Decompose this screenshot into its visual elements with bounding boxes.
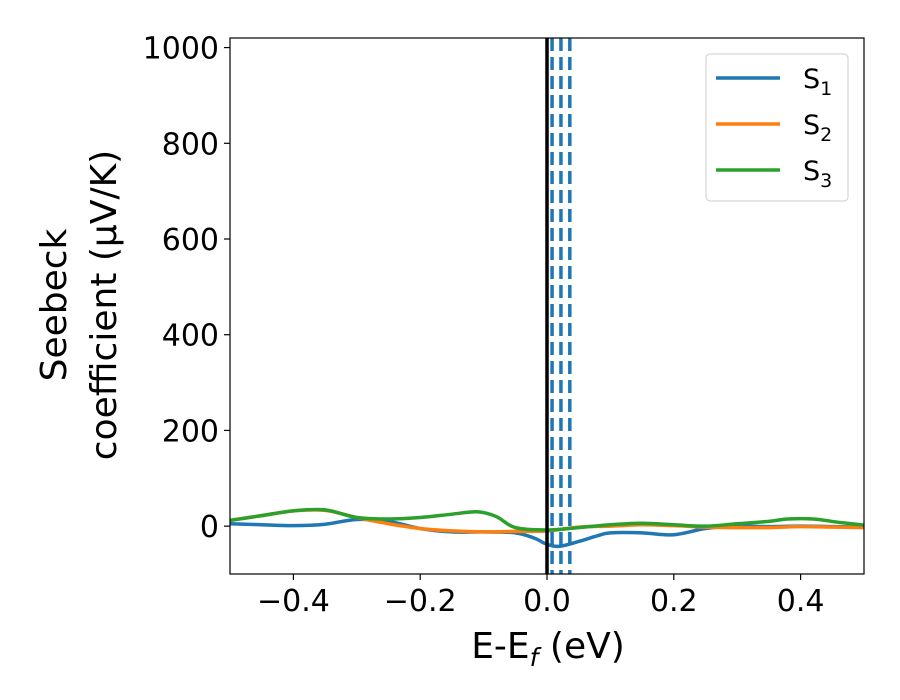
y-ticks: 0 200 400 600 800 1000 [143, 32, 230, 545]
y-tick-label: 400 [162, 319, 219, 354]
y-tick-label: 1000 [143, 32, 219, 67]
legend-label-s2: S2 [803, 110, 832, 146]
x-tick-label: 0.2 [650, 584, 698, 619]
x-tick-label: −0.4 [257, 584, 330, 619]
y-tick-label: 0 [200, 510, 219, 545]
x-tick-label: 0.0 [523, 584, 571, 619]
legend-label-s1: S1 [803, 64, 832, 100]
legend-label-s3: S3 [803, 156, 832, 192]
y-axis-title: Seebeck coefficient (μV/K) [34, 150, 125, 460]
y-tick-label: 600 [162, 223, 219, 258]
y-tick-label: 200 [162, 414, 219, 449]
x-axis-title: E-Ef (eV) [471, 626, 625, 672]
y-tick-label: 800 [162, 127, 219, 162]
plot-area [230, 38, 864, 574]
x-tick-label: −0.2 [384, 584, 457, 619]
x-ticks: −0.4 −0.2 0.0 0.2 0.4 [257, 574, 824, 619]
y-axis-title-line2: coefficient (μV/K) [84, 150, 125, 460]
y-axis-title-line1: Seebeck [34, 228, 75, 381]
legend: S1 S2 S3 [705, 53, 849, 202]
legend-box [705, 53, 849, 202]
x-tick-label: 0.4 [777, 584, 825, 619]
